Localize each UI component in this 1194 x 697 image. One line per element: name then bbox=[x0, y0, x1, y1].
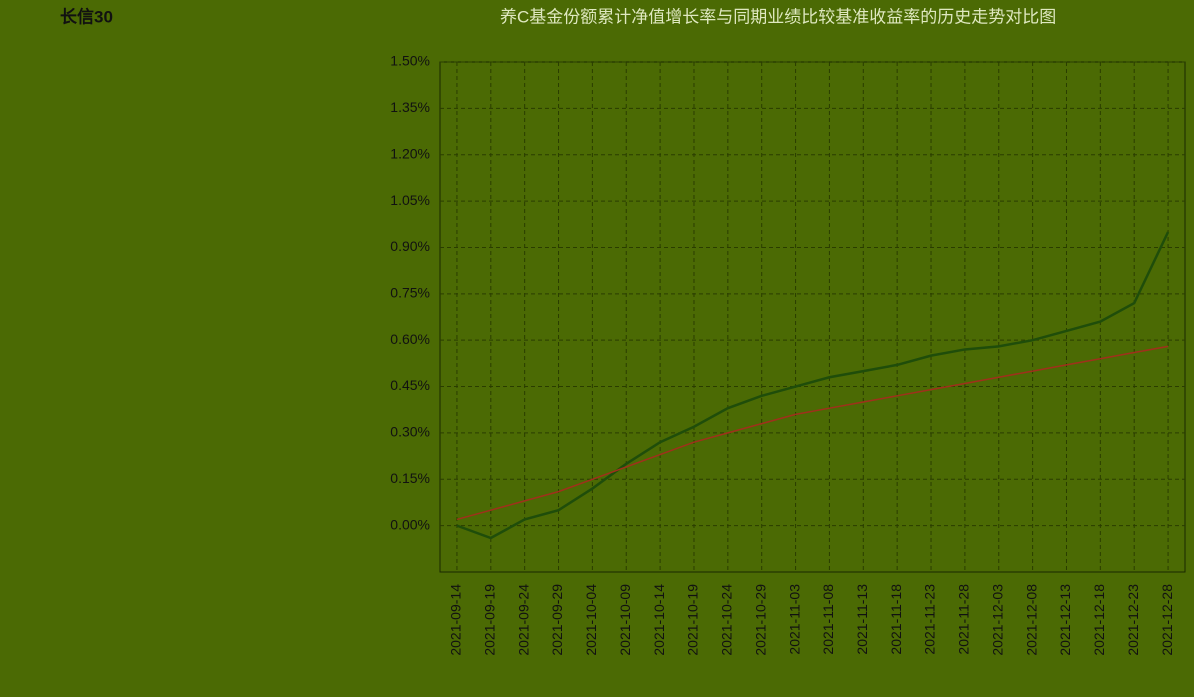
y-tick-label: 0.30% bbox=[390, 424, 430, 440]
y-tick-label: 0.45% bbox=[390, 377, 430, 393]
y-tick-label: 0.60% bbox=[390, 331, 430, 347]
x-tick-label: 2021-10-29 bbox=[752, 584, 768, 656]
x-tick-label: 2021-11-28 bbox=[956, 584, 972, 655]
series-line bbox=[456, 231, 1170, 540]
x-tick-label: 2021-12-13 bbox=[1057, 584, 1073, 656]
x-tick-label: 2021-10-24 bbox=[719, 584, 735, 656]
y-tick-label: 0.15% bbox=[390, 470, 430, 486]
plot-area bbox=[439, 61, 1186, 573]
x-tick-label: 2021-10-09 bbox=[617, 584, 633, 656]
x-tick-label: 2021-09-29 bbox=[549, 584, 565, 656]
x-tick-label: 2021-11-18 bbox=[888, 584, 904, 655]
x-tick-label: 2021-10-04 bbox=[583, 584, 599, 656]
chart-subtitle: 养C基金份额累计净值增长率与同期业绩比较基准收益率的历史走势对比图 bbox=[500, 7, 1056, 26]
x-tick-label: 2021-11-13 bbox=[854, 584, 870, 655]
y-tick-label: 1.50% bbox=[390, 53, 430, 69]
y-tick-label: 0.75% bbox=[390, 285, 430, 301]
x-tick-label: 2021-12-08 bbox=[1023, 584, 1039, 656]
y-tick-label: 1.05% bbox=[390, 192, 430, 208]
x-tick-label: 2021-10-14 bbox=[651, 584, 667, 656]
x-tick-label: 2021-11-03 bbox=[786, 584, 802, 655]
y-tick-label: 1.20% bbox=[390, 145, 430, 161]
x-tick-label: 2021-09-14 bbox=[448, 584, 464, 656]
y-tick-label: 0.90% bbox=[390, 238, 430, 254]
x-tick-label: 2021-11-08 bbox=[820, 584, 836, 655]
chart-title: 长信30 bbox=[60, 6, 113, 26]
y-tick-label: 0.00% bbox=[390, 516, 430, 532]
x-tick-label: 2021-09-24 bbox=[515, 584, 531, 656]
x-tick-label: 2021-12-23 bbox=[1125, 584, 1141, 656]
x-tick-label: 2021-09-19 bbox=[481, 584, 497, 656]
x-tick-label: 2021-10-19 bbox=[685, 584, 701, 656]
series-line bbox=[456, 345, 1169, 521]
x-tick-label: 2021-11-23 bbox=[922, 584, 938, 655]
y-tick-label: 1.35% bbox=[390, 99, 430, 115]
x-tick-label: 2021-12-03 bbox=[989, 584, 1005, 656]
x-tick-label: 2021-12-28 bbox=[1159, 584, 1175, 656]
x-tick-label: 2021-12-18 bbox=[1091, 584, 1107, 656]
